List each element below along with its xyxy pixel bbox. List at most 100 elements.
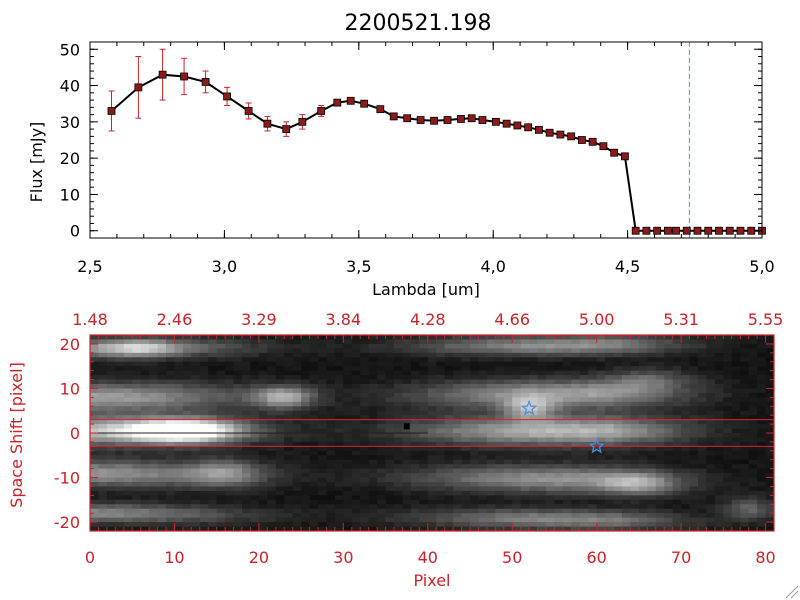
heatmap-cell (216, 508, 226, 514)
heatmap-cell (123, 384, 133, 389)
heatmap-cell (731, 526, 741, 532)
heatmap-cell (622, 499, 631, 505)
heatmap-cell (284, 361, 294, 367)
heatmap-cell (385, 517, 395, 523)
heatmap-cell (554, 424, 564, 429)
heatmap-cell (748, 477, 758, 483)
heatmap-cell (731, 357, 741, 363)
heatmap-cell (410, 357, 420, 363)
heatmap-cell (672, 401, 682, 407)
heatmap-cell (427, 490, 437, 496)
heatmap-cell (267, 482, 277, 487)
heatmap-cell (208, 366, 218, 372)
heatmap-cell (503, 375, 513, 380)
heatmap-cell (546, 424, 555, 429)
heatmap-cell (132, 473, 142, 478)
heatmap-cell (486, 464, 496, 470)
heatmap-cell (622, 406, 631, 412)
heatmap-cell (334, 379, 344, 385)
heatmap-cell (765, 508, 775, 514)
data-point (467, 114, 476, 123)
heatmap-cell (394, 490, 403, 496)
heatmap-cell (377, 433, 386, 438)
heatmap-cell (672, 486, 682, 492)
heatmap-cell (664, 522, 674, 527)
heatmap-cell (292, 455, 302, 461)
heatmap-cell (199, 455, 209, 461)
heatmap-cell (166, 464, 175, 470)
heatmap-cell (664, 495, 674, 501)
heatmap-cell (140, 401, 150, 407)
heatmap-cell (233, 482, 243, 487)
heatmap-cell (571, 401, 581, 407)
resize-grip-icon[interactable] (785, 585, 799, 599)
heatmap-cell (199, 473, 209, 478)
heatmap-cell (757, 446, 766, 452)
heatmap-cell (740, 352, 750, 358)
heatmap-cell (301, 339, 310, 345)
heatmap-cell (242, 526, 251, 532)
heatmap-cell (267, 424, 277, 429)
heatmap-cell (368, 410, 378, 416)
heatmap-cell (613, 441, 623, 447)
heatmap-cell (613, 477, 623, 483)
heatmap-cell (199, 397, 209, 403)
heatmap-cell (284, 384, 294, 389)
heatmap-cell (731, 468, 741, 474)
heatmap-cell (486, 361, 496, 367)
heatmap-cell (757, 397, 766, 403)
heatmap-cell (698, 410, 707, 416)
heatmap-cell (546, 508, 555, 514)
heatmap-cell (199, 437, 209, 443)
heatmap-cell (503, 441, 513, 447)
data-point (588, 137, 597, 146)
heatmap-cell (90, 517, 99, 523)
heatmap-cell (394, 433, 403, 438)
heatmap-cell (723, 401, 733, 407)
heatmap-cell (520, 526, 530, 532)
heatmap-cell (613, 392, 623, 398)
heatmap-cell (242, 392, 251, 398)
heatmap-cell (681, 379, 690, 385)
heatmap-cell (292, 384, 302, 389)
heatmap-cell (546, 357, 555, 363)
heatmap-cell (132, 455, 142, 461)
heatmap-cell (301, 428, 310, 434)
heatmap-cell (740, 437, 750, 443)
heatmap-cell (537, 437, 547, 443)
heatmap-cell (191, 486, 201, 492)
heatmap-cell (267, 384, 277, 389)
heatmap-cell (326, 352, 336, 358)
heatmap-cell (385, 522, 395, 527)
heatmap-cell (723, 477, 733, 483)
heatmap-cell (216, 343, 226, 349)
heatmap-cell (588, 428, 598, 434)
heatmap-cell (647, 522, 657, 527)
heatmap-cell (546, 410, 555, 416)
heatmap-cell (309, 352, 319, 358)
heatmap-cell (655, 490, 665, 496)
heatmap-cell (529, 392, 538, 398)
heatmap-cell (706, 464, 716, 470)
heatmap-cell (520, 357, 530, 363)
heatmap-cell (199, 482, 209, 487)
heatmap-cell (402, 477, 412, 483)
heatmap-cell (427, 428, 437, 434)
heatmap-cell (174, 335, 184, 340)
heatmap-cell (706, 424, 716, 429)
heatmap-cell (242, 517, 251, 523)
heatmap-cell (698, 366, 707, 372)
heatmap-cell (334, 477, 344, 483)
heatmap-cell (647, 477, 657, 483)
heatmap-cell (140, 419, 150, 425)
heatmap-cell (301, 388, 310, 394)
heatmap-cell (638, 522, 648, 527)
heatmap-cell (681, 517, 690, 523)
heatmap-cell (622, 526, 631, 532)
heatmap-cell (622, 450, 631, 456)
heatmap-cell (520, 384, 530, 389)
y-tick-label: 30 (60, 113, 80, 132)
heatmap-cell (622, 375, 631, 380)
heatmap-cell (242, 477, 251, 483)
heatmap-cell (579, 455, 589, 461)
